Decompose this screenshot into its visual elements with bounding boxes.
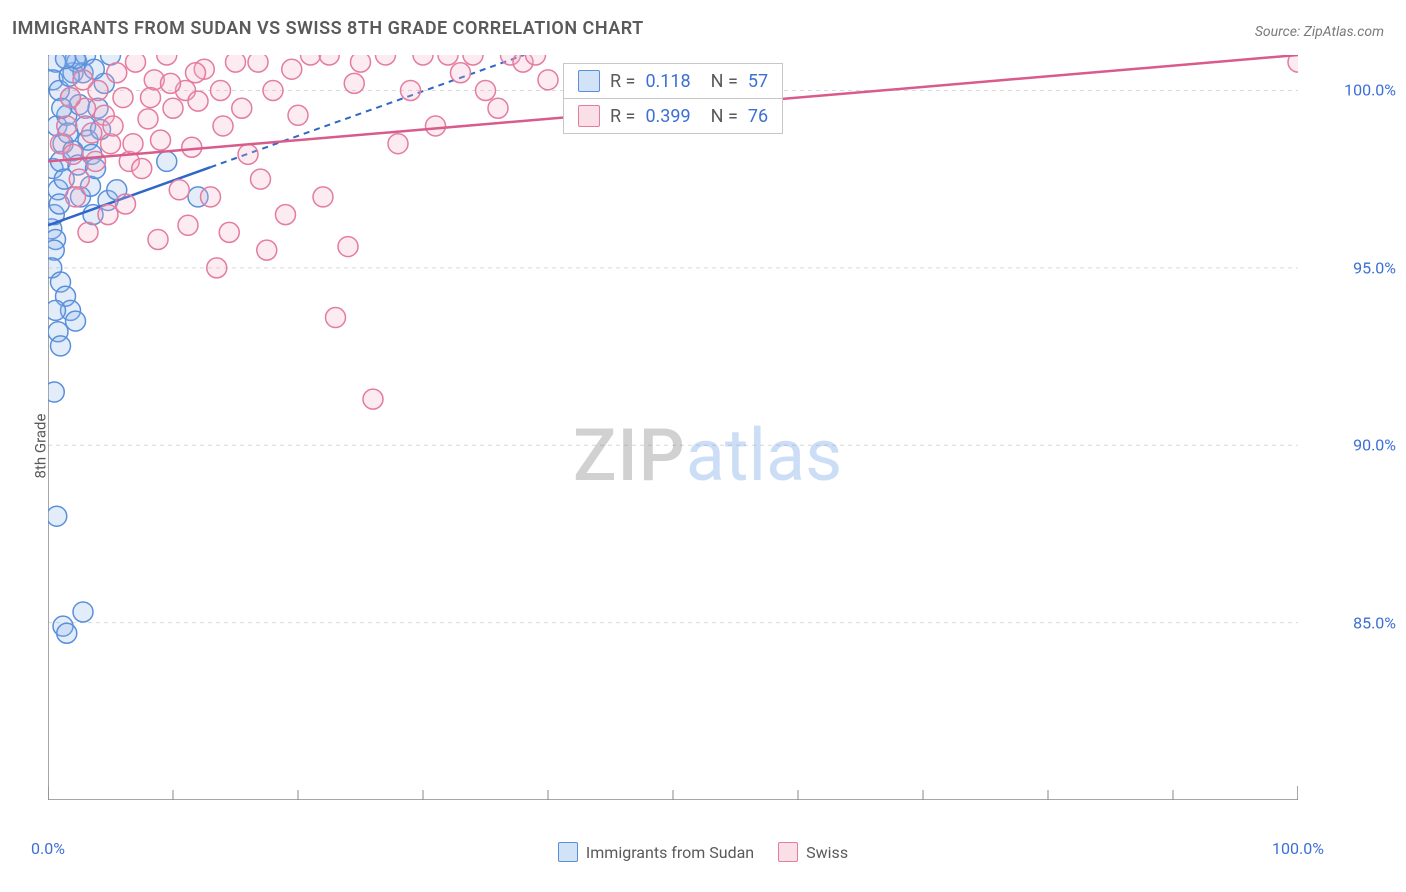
stats-row-swiss: R = 0.399N = 76 [564,99,782,133]
y-tick: 90.0% [1353,436,1396,455]
legend-label-swiss: Swiss [806,843,848,862]
source-label: Source: ZipAtlas.com [1255,24,1384,40]
legend-item-swiss: Swiss [778,842,848,862]
legend-item-sudan: Immigrants from Sudan [558,842,754,862]
bottom-legend: Immigrants from Sudan Swiss [0,842,1406,862]
y-tick: 100.0% [1344,81,1396,100]
correlation-stats-box: R = 0.118N = 57R = 0.399N = 76 [563,63,783,134]
y-axis-label: 8th Grade [31,414,49,479]
legend-swatch-sudan [558,842,578,862]
chart-title: IMMIGRANTS FROM SUDAN VS SWISS 8TH GRADE… [12,18,644,39]
stats-row-sudan: R = 0.118N = 57 [564,64,782,99]
legend-label-sudan: Immigrants from Sudan [586,843,754,862]
y-tick: 85.0% [1353,613,1396,632]
y-tick: 95.0% [1353,258,1396,277]
scatter-plot [48,55,1298,800]
legend-swatch-swiss [778,842,798,862]
